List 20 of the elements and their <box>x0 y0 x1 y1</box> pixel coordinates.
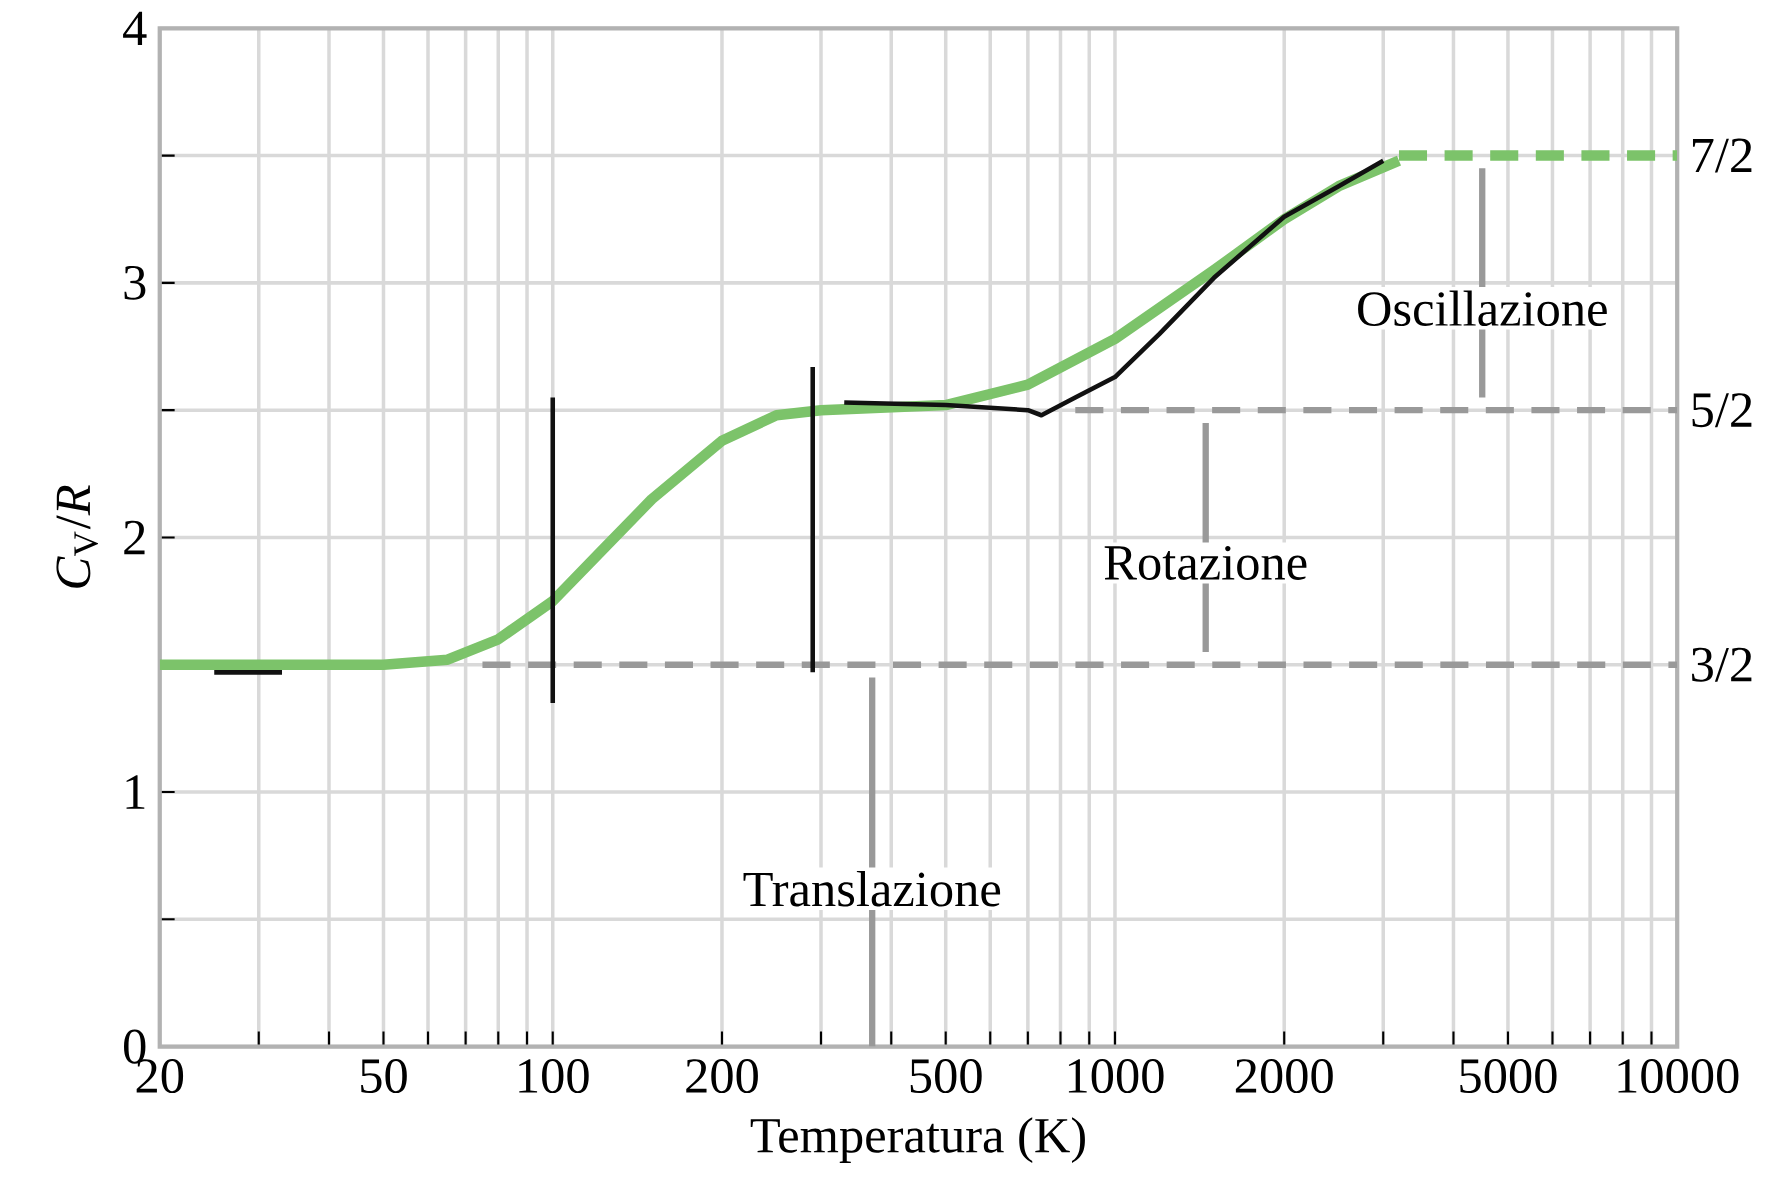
x-tick-label: 1000 <box>1068 1058 1164 1093</box>
x-tick-label: 200 <box>686 1058 758 1093</box>
annotation: Translazione <box>743 870 1001 907</box>
x-axis-title: Temperatura (K) <box>750 1117 1085 1163</box>
x-tick-label: 5000 <box>1460 1058 1557 1093</box>
x-tick-label: 100 <box>519 1058 589 1093</box>
y-tick-label: 2 <box>124 520 145 554</box>
y2-tick-label: 7/2 <box>1692 138 1752 173</box>
y2-tick-label: 3/2 <box>1692 647 1752 682</box>
annotation: Rotazione <box>1104 545 1307 580</box>
x-tick-label: 10000 <box>1618 1058 1739 1093</box>
annotation: Oscillazione <box>1358 290 1607 326</box>
y-tick-label: 4 <box>123 11 147 45</box>
x-tick-label: 500 <box>910 1058 982 1093</box>
y-tick-label: 1 <box>126 775 145 809</box>
y-axis-title: C$_{V}$/R <box>56 485 99 588</box>
y-tick-label: 3 <box>124 265 146 300</box>
x-tick-label: 50 <box>361 1058 407 1093</box>
y2-tick-label: 5/2 <box>1692 393 1752 427</box>
x-tick-label: 2000 <box>1235 1058 1333 1093</box>
